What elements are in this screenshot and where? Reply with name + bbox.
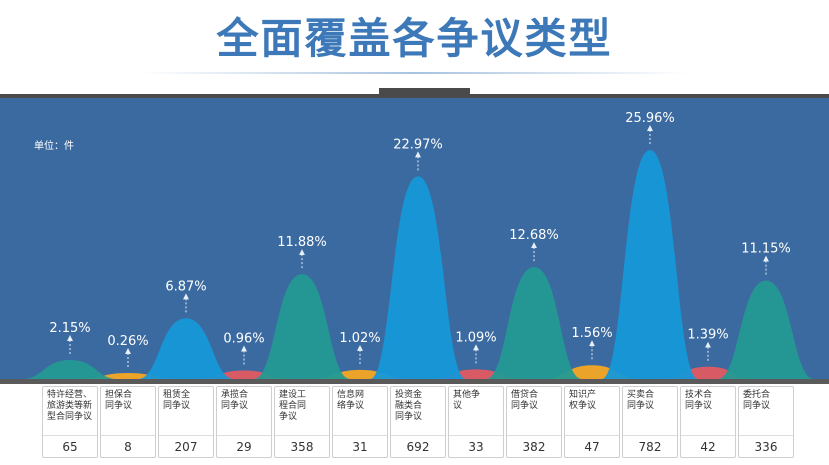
count-value: 692	[406, 440, 430, 454]
percent-label-11: 1.39%	[687, 328, 728, 343]
peak-10	[602, 150, 698, 379]
box-divider	[43, 435, 97, 436]
category-box: 委托合 同争议 336	[738, 386, 794, 458]
count-value: 8	[124, 440, 132, 454]
category-box: 借贷合 同争议 382	[506, 386, 562, 458]
box-divider	[275, 435, 329, 436]
peak-8	[486, 267, 582, 379]
percent-label-7: 1.09%	[455, 330, 496, 345]
count-value: 358	[290, 440, 314, 454]
count-value: 29	[236, 440, 252, 454]
category-label: 知识产 权争议	[569, 390, 597, 411]
category-label: 投资金 融类合 同争议	[395, 390, 423, 422]
category-label: 委托合 同争议	[743, 390, 771, 411]
peak-2	[138, 318, 234, 379]
category-box: 承揽合 同争议 29	[216, 386, 272, 458]
category-box: 特许经营、 旅游类等新 型合同争议 65	[42, 386, 98, 458]
category-box: 投资金 融类合 同争议 692	[390, 386, 446, 458]
percent-label-9: 1.56%	[571, 326, 612, 341]
category-box: 技术合 同争议 42	[680, 386, 736, 458]
category-box: 租赁全 同争议 207	[158, 386, 214, 458]
category-box: 信息网 络争议 31	[332, 386, 388, 458]
category-box: 担保合 同争议 8	[100, 386, 156, 458]
count-value: 47	[584, 440, 600, 454]
category-box: 知识产 权争议 47	[564, 386, 620, 458]
category-label: 买卖合 同争议	[627, 390, 655, 411]
box-divider	[681, 435, 735, 436]
category-label: 信息网 络争议	[337, 390, 365, 411]
box-divider	[159, 435, 213, 436]
category-label: 租赁全 同争议	[163, 390, 191, 411]
category-label: 建设工 程合同 争议	[279, 390, 307, 422]
unit-label: 单位：件	[34, 141, 74, 152]
box-divider	[333, 435, 387, 436]
panel-top-tab	[379, 88, 470, 95]
percent-label-6: 22.97%	[393, 137, 443, 152]
percent-label-0: 2.15%	[49, 321, 90, 336]
box-divider	[217, 435, 271, 436]
count-value: 33	[468, 440, 484, 454]
category-box: 建设工 程合同 争议 358	[274, 386, 330, 458]
count-value: 336	[754, 440, 778, 454]
count-value: 31	[352, 440, 368, 454]
count-value: 65	[62, 440, 78, 454]
box-divider	[623, 435, 677, 436]
percent-label-2: 6.87%	[165, 279, 206, 294]
percent-label-12: 11.15%	[741, 242, 791, 257]
category-label: 特许经营、 旅游类等新 型合同争议	[47, 390, 93, 422]
peak-6	[370, 176, 466, 379]
percent-label-5: 1.02%	[339, 331, 380, 346]
box-divider	[449, 435, 503, 436]
category-label: 技术合 同争议	[685, 390, 713, 411]
percent-label-8: 12.68%	[509, 228, 559, 243]
box-divider	[391, 435, 445, 436]
box-divider	[101, 435, 155, 436]
category-label: 借贷合 同争议	[511, 390, 539, 411]
peak-12	[718, 280, 814, 379]
count-value: 207	[174, 440, 198, 454]
page-title: 全面覆盖各争议类型	[216, 14, 613, 63]
percent-label-1: 0.26%	[107, 334, 148, 349]
category-label: 其他争 议	[453, 390, 481, 411]
box-divider	[507, 435, 561, 436]
panel-bottom-bar	[0, 379, 829, 384]
category-box: 买卖合 同争议 782	[622, 386, 678, 458]
box-divider	[565, 435, 619, 436]
category-box: 其他争 议 33	[448, 386, 504, 458]
count-value: 382	[522, 440, 546, 454]
count-value: 782	[638, 440, 662, 454]
peak-4	[254, 274, 350, 379]
panel-top-bar	[0, 94, 829, 98]
box-divider	[739, 435, 793, 436]
percent-label-10: 25.96%	[625, 111, 675, 126]
percent-label-3: 0.96%	[223, 332, 264, 347]
category-label: 担保合 同争议	[105, 390, 133, 411]
category-label: 承揽合 同争议	[221, 390, 249, 411]
percent-label-4: 11.88%	[277, 235, 327, 250]
title-divider	[140, 72, 690, 74]
peak-0	[22, 359, 118, 379]
count-value: 42	[700, 440, 716, 454]
